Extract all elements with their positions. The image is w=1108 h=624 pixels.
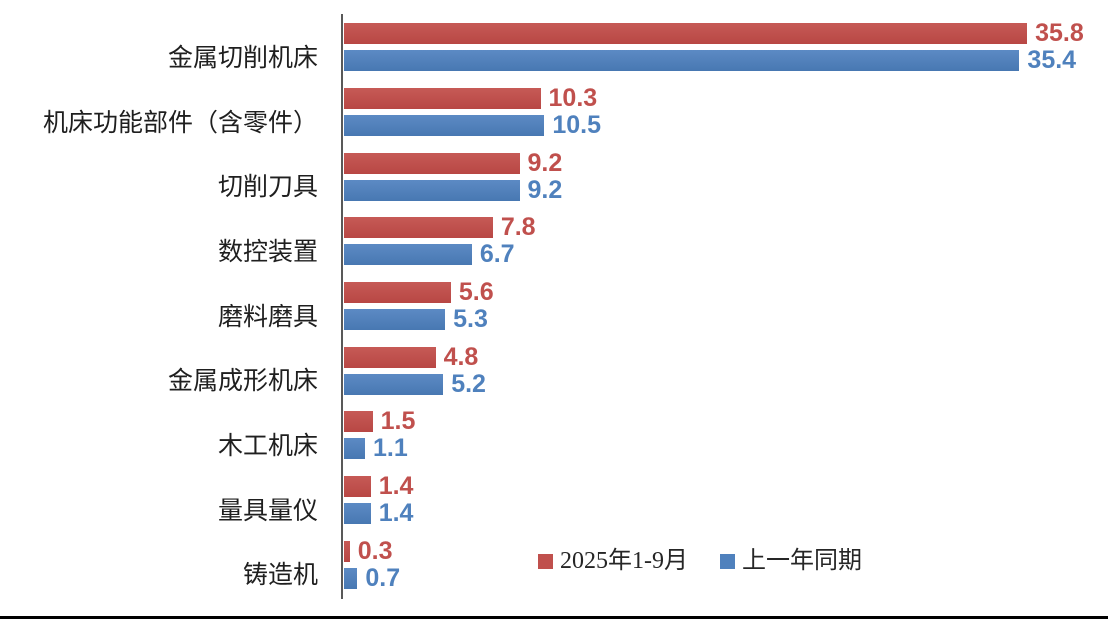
category-label: 量具量仪 xyxy=(217,497,318,525)
category-label: 磨料磨具 xyxy=(217,303,318,331)
bar-line-previous-period: 9.2 xyxy=(344,175,1108,204)
bar-line-previous-period: 5.3 xyxy=(344,305,1108,334)
category-axis-line xyxy=(341,14,343,599)
bar-current-period xyxy=(344,476,371,498)
bar-line-current-period: 7.8 xyxy=(344,213,1108,242)
bar-line-previous-period: 10.5 xyxy=(344,111,1108,139)
category-label: 机床功能部件（含零件） xyxy=(42,109,318,137)
bar-current-period xyxy=(344,346,436,368)
category-bars-group: 9.2 9.2 xyxy=(342,148,1108,204)
category-row: 磨料磨具 5.6 5.3 xyxy=(0,274,1108,339)
category-row: 金属成形机床 4.8 5.2 xyxy=(0,338,1108,403)
legend-item-previous-period: 上一年同期 xyxy=(720,549,862,573)
category-row: 机床功能部件（含零件） 10.3 10.5 xyxy=(0,80,1108,145)
value-label-current-period: 9.2 xyxy=(527,148,563,177)
category-label: 木工机床 xyxy=(217,432,318,460)
bar-previous-period xyxy=(344,50,1020,72)
value-label-current-period: 35.8 xyxy=(1035,19,1084,48)
value-label-current-period: 5.6 xyxy=(458,278,494,307)
bar-current-period xyxy=(344,217,493,239)
bar-previous-period xyxy=(344,503,371,525)
value-label-previous-period: 10.5 xyxy=(552,111,601,139)
value-label-previous-period: 1.1 xyxy=(372,434,408,463)
bar-line-previous-period: 1.1 xyxy=(344,434,1108,463)
bar-line-previous-period: 35.4 xyxy=(344,46,1108,75)
bar-previous-period xyxy=(344,115,545,136)
category-row: 数控装置 7.8 6.7 xyxy=(0,209,1108,274)
value-label-current-period: 4.8 xyxy=(443,342,479,371)
legend-swatch-previous-period xyxy=(720,553,735,569)
bar-previous-period xyxy=(344,309,446,331)
value-label-previous-period: 6.7 xyxy=(479,240,515,269)
category-bars-group: 1.5 1.1 xyxy=(342,407,1108,463)
bar-line-current-period: 1.4 xyxy=(344,472,1108,501)
value-label-previous-period: 5.2 xyxy=(451,369,486,398)
bar-line-current-period: 0.3 xyxy=(344,536,1108,565)
category-label: 金属成形机床 xyxy=(167,368,318,396)
bar-chart-plot-area: 金属切削机床 35.8 35.4 机床功能部件（含零件） 10.3 10.5 xyxy=(0,15,1108,597)
value-label-current-period: 0.3 xyxy=(357,536,393,565)
category-row: 量具量仪 1.4 1.4 xyxy=(0,468,1108,533)
category-row: 切削刀具 9.2 9.2 xyxy=(0,144,1108,209)
legend-label-previous-period: 上一年同期 xyxy=(742,548,862,574)
value-label-previous-period: 9.2 xyxy=(527,175,563,204)
bar-line-current-period: 1.5 xyxy=(344,407,1108,436)
category-bars-group: 35.8 35.4 xyxy=(342,19,1108,75)
bar-current-period xyxy=(344,152,520,174)
bar-line-previous-period: 0.7 xyxy=(344,563,1108,592)
category-bars-group: 7.8 6.7 xyxy=(342,213,1108,269)
category-bars-group: 1.4 1.4 xyxy=(342,472,1108,528)
bar-previous-period xyxy=(344,567,358,589)
category-bars-group: 0.3 0.7 xyxy=(342,536,1108,592)
bar-line-current-period: 10.3 xyxy=(344,84,1108,112)
legend-item-current-period: 2025年1-9月 xyxy=(538,549,688,573)
bar-line-previous-period: 6.7 xyxy=(344,240,1108,269)
value-label-previous-period: 0.7 xyxy=(365,563,401,592)
category-row: 铸造机 0.3 0.7 xyxy=(0,532,1108,597)
bar-current-period xyxy=(344,411,373,433)
legend-label-current-period: 2025年1-9月 xyxy=(560,548,688,574)
category-label: 金属切削机床 xyxy=(167,44,318,72)
bar-previous-period xyxy=(344,438,365,460)
bar-line-previous-period: 5.2 xyxy=(344,369,1108,398)
bar-line-current-period: 9.2 xyxy=(344,148,1108,177)
value-label-previous-period: 5.3 xyxy=(453,305,488,334)
bar-current-period xyxy=(344,88,541,109)
bar-previous-period xyxy=(344,179,520,201)
category-row: 木工机床 1.5 1.1 xyxy=(0,403,1108,468)
value-label-previous-period: 1.4 xyxy=(378,499,414,528)
bar-previous-period xyxy=(344,244,472,266)
category-bars-group: 4.8 5.2 xyxy=(342,342,1108,398)
legend-swatch-current-period xyxy=(538,553,553,569)
category-row: 金属切削机床 35.8 35.4 xyxy=(0,15,1108,80)
value-label-current-period: 7.8 xyxy=(500,213,536,242)
bar-line-current-period: 5.6 xyxy=(344,278,1108,307)
legend: 2025年1-9月 上一年同期 xyxy=(538,549,862,573)
bar-current-period xyxy=(344,540,350,562)
category-bars-group: 10.3 10.5 xyxy=(342,84,1108,139)
category-bars-group: 5.6 5.3 xyxy=(342,278,1108,334)
bar-previous-period xyxy=(344,373,444,395)
value-label-previous-period: 35.4 xyxy=(1027,46,1077,75)
bottom-border-line xyxy=(0,616,1108,619)
value-label-current-period: 1.5 xyxy=(380,407,416,436)
bar-line-previous-period: 1.4 xyxy=(344,499,1108,528)
bar-line-current-period: 35.8 xyxy=(344,19,1108,48)
category-label: 数控装置 xyxy=(217,238,318,266)
value-label-current-period: 10.3 xyxy=(548,84,598,112)
bar-current-period xyxy=(344,282,451,304)
bar-current-period xyxy=(344,23,1028,45)
category-label: 切削刀具 xyxy=(217,174,318,202)
value-label-current-period: 1.4 xyxy=(378,472,414,501)
category-label: 铸造机 xyxy=(242,562,318,590)
bar-line-current-period: 4.8 xyxy=(344,342,1108,371)
